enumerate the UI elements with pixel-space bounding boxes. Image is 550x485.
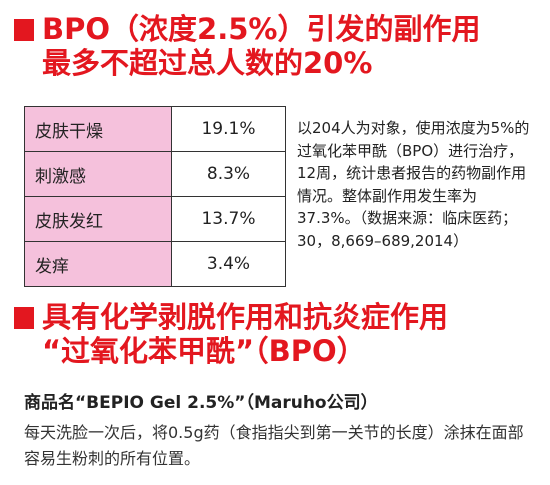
side-effect-label: 发痒 (24, 241, 172, 287)
table-row: 发痒 3.4% (24, 241, 286, 287)
product-name: 商品名“BEPIO Gel 2.5%”（Maruho公司） (24, 393, 378, 413)
side-effect-label: 皮肤干燥 (24, 106, 172, 152)
side-effect-rate: 3.4% (171, 241, 286, 287)
side-effect-rate: 8.3% (171, 151, 286, 197)
side-effects-heading-line2: 最多不超过总人数的20% (42, 46, 373, 80)
red-square-marker (14, 307, 34, 329)
bpo-action-heading-line1: 具有化学剥脱作用和抗炎症作用 (42, 300, 449, 334)
table-row: 皮肤干燥 19.1% (24, 106, 286, 152)
side-effects-heading-line1: BPO（浓度2.5%）引发的副作用 (42, 12, 481, 46)
red-square-marker (14, 19, 34, 41)
table-row: 刺激感 8.3% (24, 151, 286, 197)
side-effect-label: 皮肤发红 (24, 196, 172, 242)
usage-instructions: 每天洗脸一次后，将0.5g药（食指指尖到第一关节的长度）涂抹在面部容易生粉刺的所… (24, 423, 524, 468)
side-effect-rate: 13.7% (171, 196, 286, 242)
side-effect-label: 刺激感 (24, 151, 172, 197)
bpo-action-heading-line2: “过氧化苯甲酰”（BPO） (42, 334, 366, 368)
side-effects-table: 皮肤干燥 19.1% 刺激感 8.3% 皮肤发红 13.7% 发痒 3.4% (24, 106, 286, 287)
bpo-action-heading: 具有化学剥脱作用和抗炎症作用 “过氧化苯甲酰”（BPO） (14, 300, 448, 368)
side-effect-rate: 19.1% (171, 106, 286, 152)
side-effects-heading: BPO（浓度2.5%）引发的副作用 最多不超过总人数的20% (14, 12, 480, 80)
table-row: 皮肤发红 13.7% (24, 196, 286, 242)
study-note: 以204人为对象，使用浓度为5%的过氧化苯甲酰（BPO）进行治疗，12周，统计患… (297, 119, 530, 250)
